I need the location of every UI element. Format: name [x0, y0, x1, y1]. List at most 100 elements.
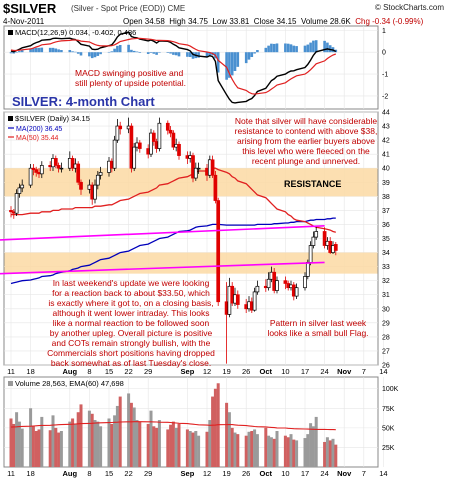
candle-body — [283, 280, 288, 284]
candle-body — [252, 291, 257, 311]
resistance-note-line-5: recent plunge and unnerved. — [252, 156, 360, 166]
volume-bar — [146, 423, 150, 467]
volume-x-tick-label: 14 — [379, 469, 387, 478]
macd-histogram-bar — [188, 52, 192, 58]
price-candle — [93, 179, 97, 204]
candle-body — [311, 236, 316, 246]
price-candle — [56, 162, 61, 173]
macd-legend-text: MACD(12,26,9) 0.034, -0.402, 0.436 — [15, 28, 136, 37]
macd-histogram-bar — [132, 50, 136, 53]
volume-bar — [314, 416, 318, 467]
macd-histogram-bar — [247, 52, 251, 60]
macd-histogram-bar — [158, 52, 161, 53]
price-candle — [333, 242, 338, 256]
volume-bar — [211, 396, 215, 467]
volume-bar — [169, 424, 173, 467]
macd-histogram-bar — [172, 52, 175, 55]
price-candle — [213, 171, 218, 204]
price-candle — [314, 225, 319, 240]
candle-body — [322, 231, 327, 246]
macd-histogram-bar — [88, 52, 91, 57]
volume-x-tick-label: 17 — [301, 469, 309, 478]
price-candle — [9, 206, 13, 218]
volume-bar — [166, 429, 170, 467]
macd-histogram-bar — [295, 46, 298, 53]
volume-bar — [90, 413, 94, 467]
macd-histogram-bar — [155, 52, 158, 55]
price-candle — [171, 130, 176, 150]
weekend-note-line-1: In last weekend's update we were looking — [53, 278, 210, 288]
macd-histogram-bar — [256, 50, 259, 53]
axis-labels: 26 27 28 29 30 31 32 33 34 35 36 37 38 39 40 41 42 43 44 -2… — [7, 28, 399, 478]
price-candle — [275, 276, 279, 294]
macd-tick-label: -1 — [382, 72, 388, 79]
price-x-tick-label: 17 — [301, 367, 309, 376]
macd-histogram-bar — [323, 40, 326, 53]
price-tick-label: 40 — [382, 166, 390, 173]
volume-tick-label: 75K — [382, 406, 395, 413]
brand-label: © StockCharts.com — [374, 3, 444, 12]
volume-bar — [12, 423, 16, 467]
macd-histogram-bar — [253, 52, 256, 54]
support-band — [4, 252, 378, 274]
volume-bar — [73, 423, 77, 467]
candle-body — [34, 169, 39, 173]
price-tick-label: 41 — [382, 152, 390, 159]
macd-histogram-bar — [236, 52, 240, 67]
volume-bar — [59, 431, 63, 467]
price-candle — [191, 152, 195, 183]
macd-histogram-bar — [326, 42, 329, 53]
volume-bar — [118, 396, 122, 467]
macd-histogram-bar — [228, 52, 231, 78]
volume-bar — [132, 407, 136, 467]
price-candle — [283, 276, 288, 290]
close-value: Close 34.15 — [253, 17, 297, 26]
candle-body — [333, 244, 338, 251]
volume-bar — [188, 431, 192, 467]
volume-bar — [127, 393, 131, 467]
candle-body — [112, 139, 117, 169]
weekend-note-line-6: by another upleg. Overall picture is pos… — [50, 328, 213, 338]
candle-body — [255, 285, 260, 293]
volume-bar — [264, 427, 268, 467]
candle-body — [115, 125, 120, 141]
macd-legend-swatch — [8, 30, 13, 35]
price-candle — [266, 272, 271, 291]
volume-bar — [255, 434, 259, 467]
price-candle — [303, 272, 307, 291]
macd-line — [10, 31, 337, 104]
volume-bar — [191, 432, 195, 467]
volume-x-tick-label: Sep — [181, 469, 195, 478]
candle-body — [165, 122, 170, 131]
macd-histogram-bar — [127, 44, 130, 53]
macd-histogram-bar — [90, 52, 94, 59]
volume-bar — [289, 434, 293, 467]
volume-x-tick-label: 22 — [124, 469, 132, 478]
candle-body — [28, 167, 33, 186]
volume-bar — [247, 431, 251, 467]
price-x-tick-label: 19 — [222, 367, 230, 376]
candle-body — [196, 167, 201, 170]
price-tick-label: 42 — [382, 138, 390, 145]
volume-bar — [31, 426, 35, 467]
volume-bar — [40, 416, 44, 467]
price-candle — [115, 119, 120, 143]
volume-legend-swatch — [8, 381, 13, 386]
macd-histogram-bar — [146, 52, 150, 54]
candle-body — [171, 132, 176, 148]
price-tick-label: 29 — [382, 320, 390, 327]
candle-body — [59, 167, 64, 170]
macd-histogram-bar — [233, 52, 237, 71]
candle-body — [137, 142, 142, 149]
price-candle — [95, 171, 100, 190]
macd-histogram-bar — [54, 48, 58, 53]
macd-histogram-bar — [149, 52, 153, 53]
volume-x-tick-label: Oct — [260, 469, 273, 478]
price-legend-swatch — [8, 116, 13, 121]
volume-bar — [227, 412, 231, 467]
candle-body — [17, 187, 22, 194]
macd-histogram-bar — [230, 52, 234, 76]
macd-histogram-bar — [191, 52, 195, 59]
volume-bar — [171, 421, 175, 467]
price-candle — [151, 130, 156, 146]
